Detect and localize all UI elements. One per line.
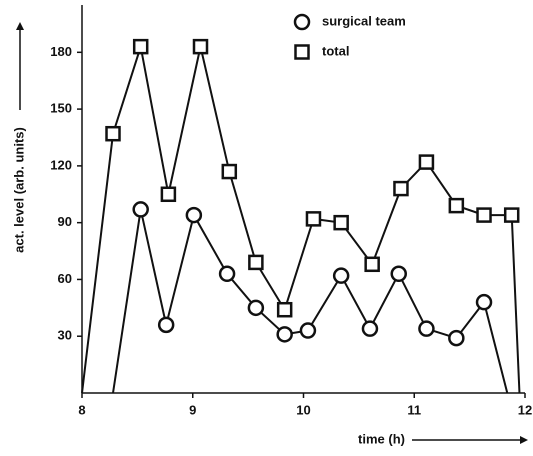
data-point	[157, 316, 175, 334]
data-point	[185, 206, 203, 224]
data-point	[160, 186, 177, 203]
data-point	[393, 180, 409, 197]
y-axis-label: act. level (arb. units)	[11, 127, 26, 253]
data-point	[332, 267, 350, 284]
y-tick-label: 120	[50, 157, 72, 172]
data-point	[132, 38, 149, 55]
data-point	[364, 256, 380, 273]
data-point	[276, 301, 293, 318]
y-arrow-head	[16, 22, 24, 30]
data-point	[248, 254, 264, 271]
y-tick-label: 180	[50, 44, 72, 59]
y-tick-label: 60	[58, 271, 72, 286]
data-point	[221, 163, 238, 180]
data-point	[132, 201, 149, 218]
data-point	[192, 38, 209, 55]
y-tick-label: 150	[50, 101, 72, 116]
y-tick-label: 90	[58, 214, 72, 229]
legend-label: surgical team	[322, 13, 406, 28]
data-point	[276, 326, 293, 343]
y-tick-label: 30	[58, 328, 72, 343]
data-point	[333, 214, 349, 231]
data-point	[361, 320, 379, 337]
legend-marker	[293, 13, 311, 31]
data-point	[390, 265, 407, 283]
data-point	[305, 211, 322, 227]
data-point	[448, 197, 465, 214]
data-point	[448, 329, 465, 347]
data-point	[418, 320, 435, 337]
x-tick-label: 11	[407, 402, 421, 417]
series-line	[112, 209, 509, 394]
x-tick-label: 10	[296, 402, 310, 417]
x-arrow-head	[520, 436, 528, 444]
legend-marker	[294, 44, 310, 60]
legend-label: total	[322, 43, 349, 58]
x-tick-label: 9	[189, 402, 196, 417]
data-point	[247, 299, 265, 317]
data-point	[476, 207, 492, 223]
data-point	[475, 293, 493, 311]
x-tick-label: 8	[78, 402, 85, 417]
data-point	[299, 322, 317, 339]
x-tick-label: 12	[518, 402, 532, 417]
data-point	[418, 154, 435, 170]
data-point	[503, 207, 520, 223]
data-point	[218, 265, 236, 283]
x-axis-label: time (h)	[358, 431, 405, 446]
data-point	[105, 125, 121, 142]
